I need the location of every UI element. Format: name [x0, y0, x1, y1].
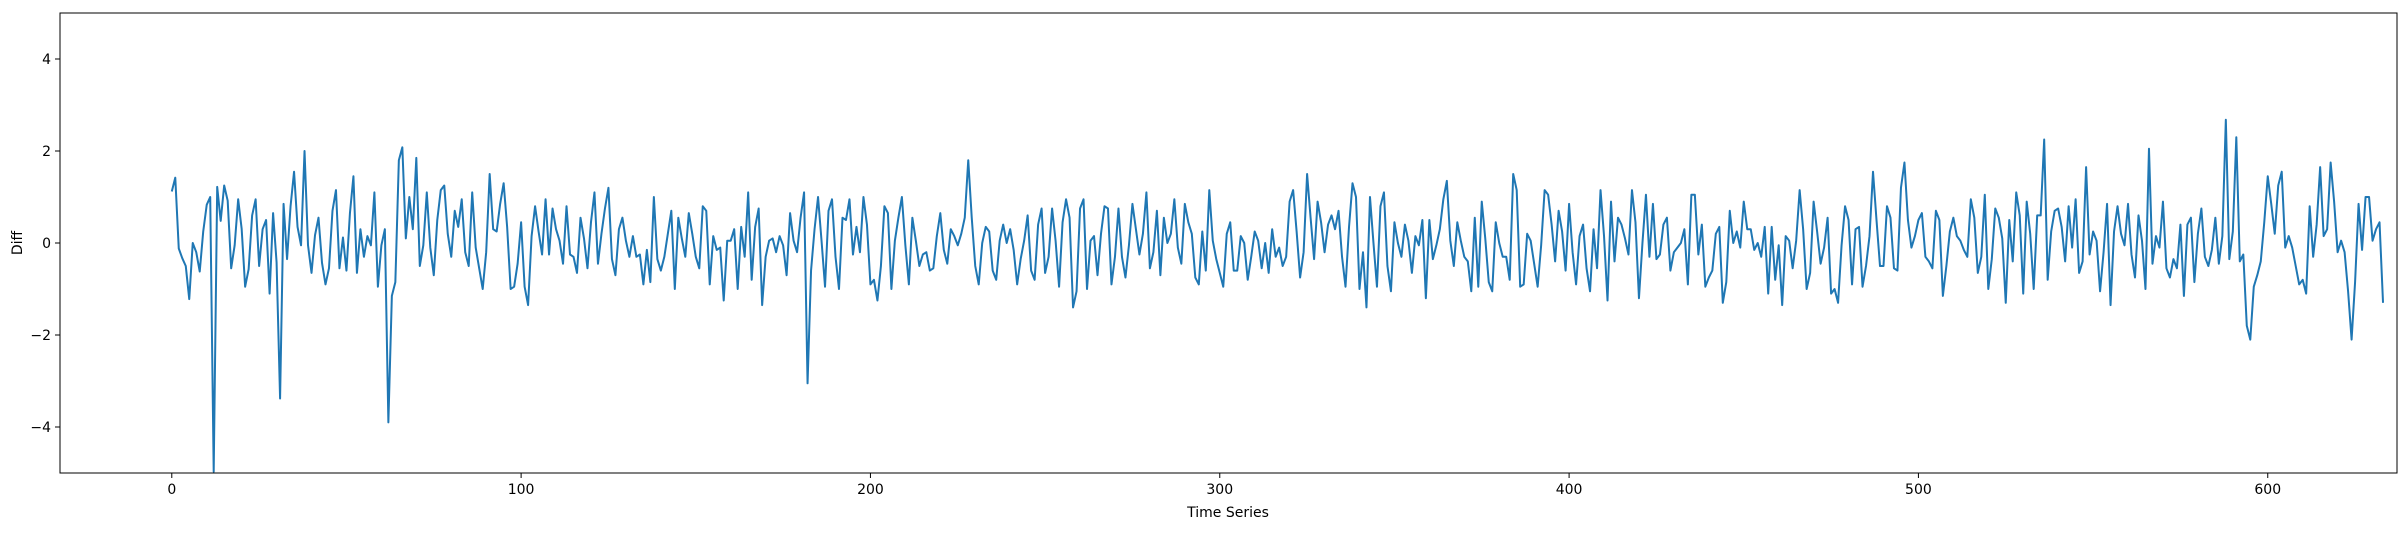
x-tick-label: 600	[2254, 482, 2281, 498]
y-tick-label: 4	[42, 52, 51, 68]
y-axis-label: Diff	[10, 230, 26, 255]
x-tick-label: 300	[1206, 482, 1233, 498]
x-tick-label: 100	[508, 482, 535, 498]
series-layer	[170, 118, 2385, 473]
x-tick-label: 200	[857, 482, 884, 498]
x-tick-label: 500	[1905, 482, 1932, 498]
x-axis-ticks: 0 100 200 300 400 500 600	[167, 473, 2281, 498]
y-tick-label: 2	[42, 144, 51, 160]
x-axis-label: Time Series	[1186, 505, 1269, 521]
y-tick-label: 0	[42, 236, 51, 252]
y-axis-ticks: −4 −2 0 2 4	[30, 52, 60, 436]
y-tick-label: −4	[30, 420, 51, 436]
y-tick-label: −2	[30, 328, 51, 344]
plot-frame	[59, 12, 2398, 474]
x-tick-label: 400	[1556, 482, 1583, 498]
x-tick-label: 0	[167, 482, 176, 498]
series-line	[170, 118, 2385, 473]
